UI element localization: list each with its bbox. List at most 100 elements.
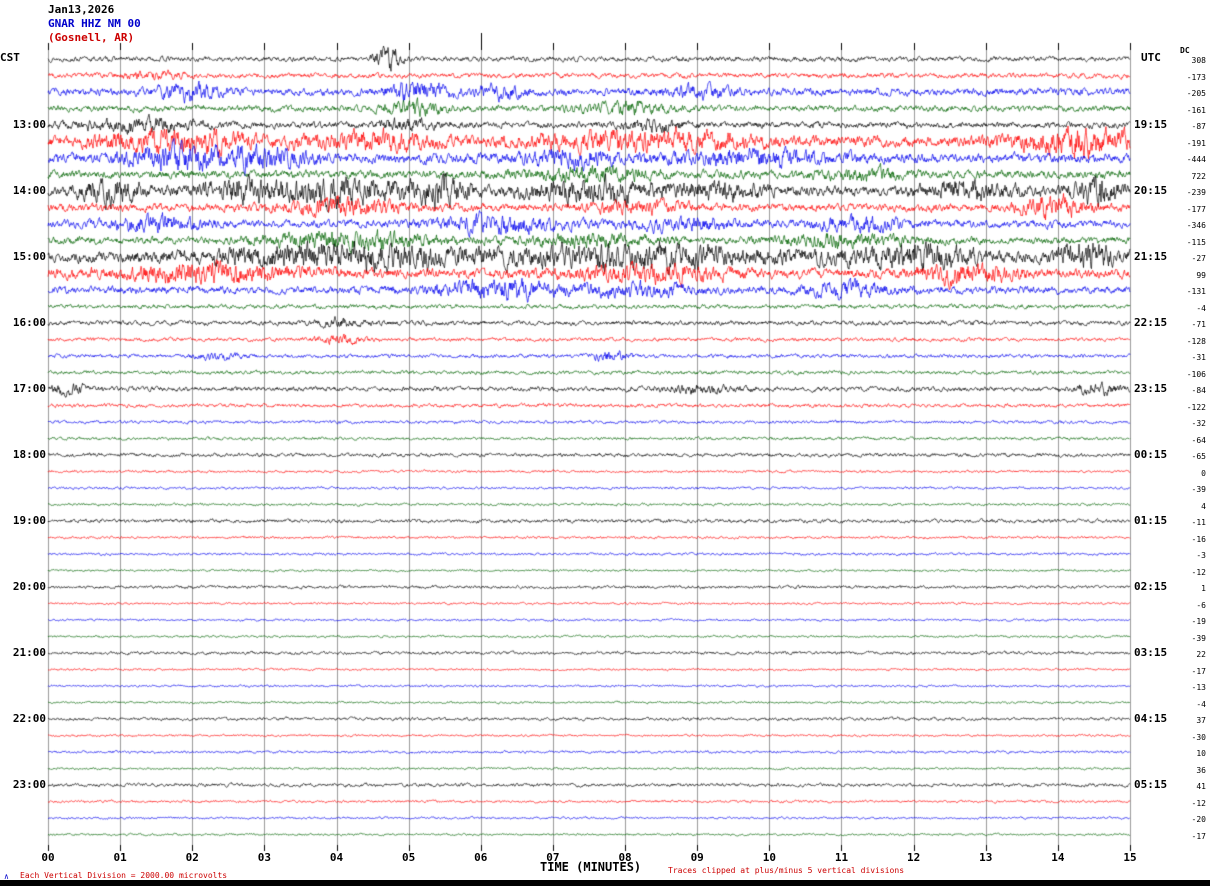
dc-offset-value: -31: [1191, 353, 1206, 362]
dc-offset-value: -122: [1186, 402, 1206, 412]
x-tick-label: 12: [906, 851, 921, 864]
dc-offset-value: -71: [1191, 320, 1206, 329]
dc-offset-value: -444: [1186, 155, 1206, 164]
x-tick-label: 05: [402, 851, 416, 864]
bottom-bar: [0, 880, 1210, 886]
x-tick-label: 03: [257, 851, 272, 864]
dc-offset-value: -19: [1191, 617, 1206, 626]
dc-offset-value: 0: [1201, 468, 1206, 478]
cst-hour-label: 18:00: [12, 448, 46, 461]
dc-offset-value: -17: [1191, 666, 1206, 676]
cst-hour-label: 22:00: [12, 712, 46, 725]
dc-offset-value: -32: [1191, 419, 1206, 428]
dc-offset-value: -39: [1191, 633, 1206, 643]
cst-hour-label: 17:00: [12, 382, 46, 395]
x-tick-label: 15: [1123, 851, 1137, 864]
corner-mark: ∧: [4, 872, 9, 881]
cst-hour-label: 21:00: [12, 646, 46, 659]
cst-hour-label: 19:00: [12, 514, 46, 527]
cst-hour-label: 23:00: [12, 778, 46, 791]
right-timezone-label: UTC: [1141, 51, 1161, 64]
x-tick-label: 10: [762, 851, 776, 864]
x-tick-label: 07: [546, 851, 560, 864]
dc-offset-value: -65: [1191, 452, 1206, 461]
utc-hour-label: 01:15: [1134, 514, 1168, 527]
utc-hour-label: 23:15: [1134, 382, 1168, 395]
dc-offset-value: -239: [1186, 188, 1206, 197]
x-tick-label: 08: [618, 851, 632, 864]
title-block: Jan13,2026 GNAR HHZ NM 00 (Gosnell, AR): [48, 3, 141, 45]
dc-offset-value: -191: [1186, 138, 1206, 148]
dc-offset-value: -106: [1186, 369, 1206, 379]
dc-offset-value: 1: [1201, 584, 1206, 593]
dc-offset-value: -346: [1186, 221, 1206, 230]
dc-offset-value: -161: [1186, 105, 1206, 115]
x-tick-label: 02: [185, 851, 199, 864]
dc-offset-value: -205: [1186, 89, 1206, 98]
dc-offset-value: -11: [1191, 518, 1206, 527]
utc-hour-label: 22:15: [1134, 316, 1168, 329]
dc-column-header: DC: [1180, 46, 1190, 55]
dc-offset-value: -128: [1186, 336, 1206, 346]
dc-offset-value: -131: [1186, 287, 1206, 296]
dc-offset-value: 37: [1196, 716, 1206, 725]
dc-offset-value: 4: [1201, 501, 1206, 511]
x-tick-label: 00: [41, 851, 55, 864]
x-tick-label: 06: [474, 851, 488, 864]
x-tick-label: 09: [690, 851, 704, 864]
cst-hour-label: 13:00: [12, 118, 46, 131]
dc-offset-value: -6: [1196, 600, 1206, 610]
dc-offset-value: -12: [1191, 798, 1206, 808]
utc-hour-label: 02:15: [1134, 580, 1168, 593]
utc-hour-label: 03:15: [1134, 646, 1168, 659]
x-tick-label: 14: [1051, 851, 1065, 864]
dc-offset-value: -173: [1186, 72, 1206, 82]
footer-scale-note: Each Vertical Division = 2000.00 microvo…: [20, 871, 228, 880]
dc-offset-value: -4: [1196, 303, 1206, 313]
dc-offset-value: -16: [1191, 534, 1206, 544]
dc-offset-value: -3: [1196, 551, 1206, 560]
dc-offset-value: -20: [1191, 815, 1206, 824]
dc-offset-value: -39: [1191, 485, 1206, 494]
utc-hour-label: 21:15: [1134, 250, 1168, 263]
left-timezone-label: CST: [0, 51, 20, 64]
station-title: GNAR HHZ NM 00: [48, 17, 141, 30]
cst-hour-label: 15:00: [12, 250, 46, 263]
x-tick-label: 04: [329, 851, 344, 864]
x-tick-label: 13: [979, 851, 993, 864]
cst-hour-label: 20:00: [12, 580, 46, 593]
cst-hour-label: 16:00: [12, 316, 46, 329]
dc-offset-value: -177: [1186, 204, 1206, 214]
utc-hour-label: 19:15: [1134, 118, 1168, 131]
dc-offset-value: -12: [1191, 567, 1206, 577]
dc-offset-value: -115: [1186, 237, 1206, 247]
cst-hour-label: 14:00: [12, 184, 46, 197]
utc-hour-label: 20:15: [1134, 184, 1168, 197]
dc-offset-value: 99: [1196, 270, 1206, 280]
dc-offset-value: 722: [1191, 171, 1206, 181]
dc-offset-value: 22: [1196, 650, 1206, 659]
dc-offset-value: -27: [1191, 254, 1206, 263]
date-title: Jan13,2026: [48, 3, 115, 16]
utc-hour-label: 05:15: [1134, 778, 1168, 791]
dc-offset-value: -64: [1191, 435, 1206, 445]
dc-offset-value: -84: [1191, 386, 1206, 395]
dc-offset-value: -87: [1191, 122, 1206, 131]
footer-clip-note: Traces clipped at plus/minus 5 vertical …: [668, 866, 905, 875]
utc-hour-label: 00:15: [1134, 448, 1168, 461]
x-tick-label: 11: [834, 851, 849, 864]
dc-offset-value: -17: [1191, 831, 1206, 841]
dc-offset-value: -13: [1191, 683, 1206, 692]
dc-offset-value: -4: [1196, 699, 1206, 709]
dc-offset-value: 308: [1191, 56, 1206, 65]
dc-offset-value: -30: [1191, 732, 1206, 742]
utc-hour-label: 04:15: [1134, 712, 1168, 725]
x-tick-label: 01: [113, 851, 127, 864]
dc-offset-value: 36: [1196, 765, 1206, 775]
dc-offset-value: 41: [1196, 782, 1206, 791]
location-title: (Gosnell, AR): [48, 31, 135, 44]
dc-offset-value: 10: [1196, 749, 1206, 758]
x-axis-title: TIME (MINUTES): [540, 860, 642, 874]
